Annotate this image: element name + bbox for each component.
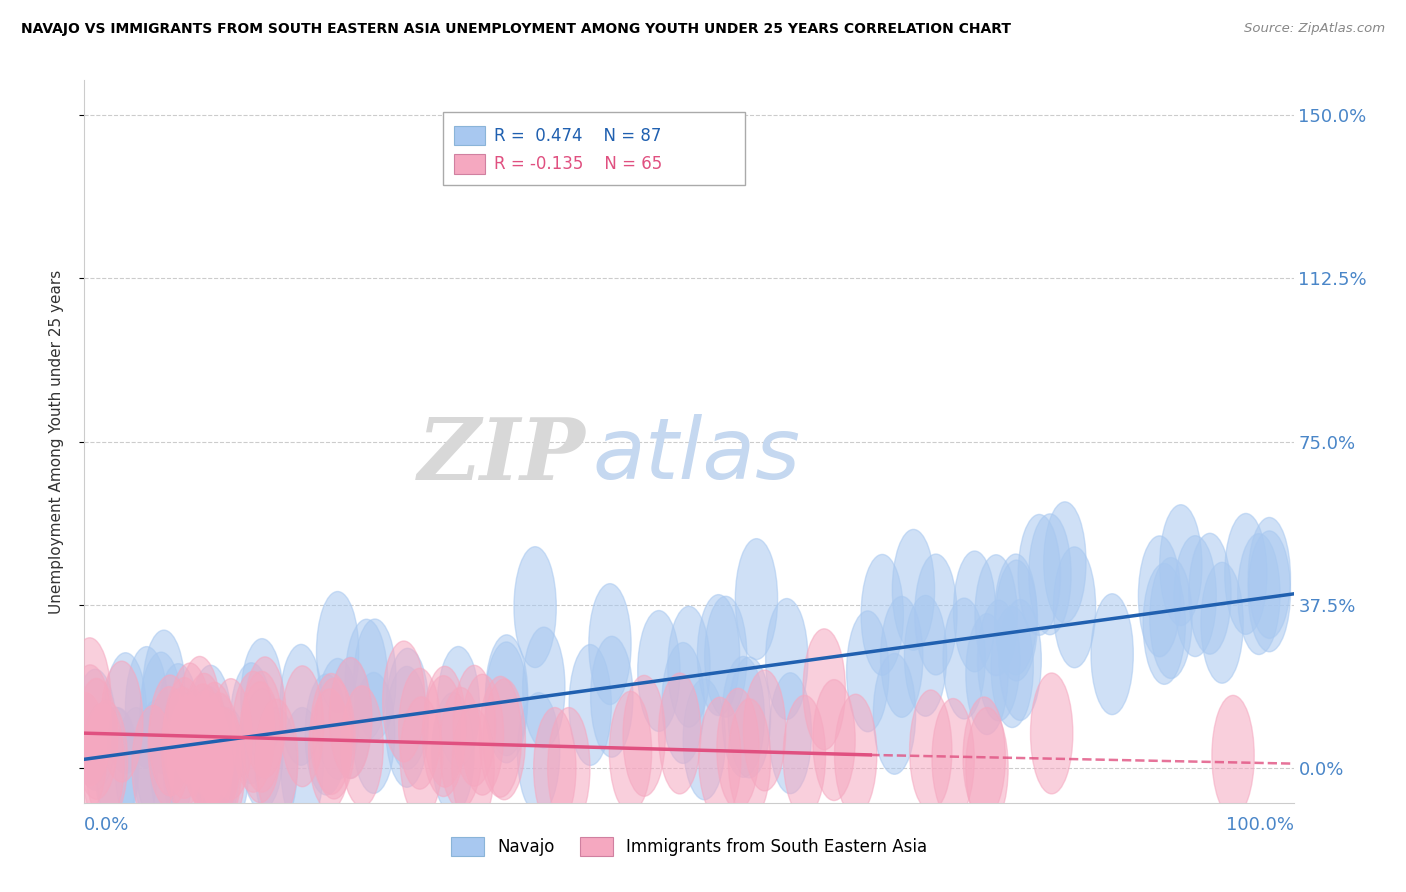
Text: NAVAJO VS IMMIGRANTS FROM SOUTH EASTERN ASIA UNEMPLOYMENT AMONG YOUTH UNDER 25 Y: NAVAJO VS IMMIGRANTS FROM SOUTH EASTERN …	[21, 22, 1011, 37]
Text: R = -0.135    N = 65: R = -0.135 N = 65	[494, 155, 662, 173]
Text: 0.0%: 0.0%	[84, 816, 129, 834]
Legend: Navajo, Immigrants from South Eastern Asia: Navajo, Immigrants from South Eastern As…	[444, 830, 934, 863]
Text: atlas: atlas	[592, 415, 800, 498]
Text: 100.0%: 100.0%	[1226, 816, 1294, 834]
Text: ZIP: ZIP	[419, 414, 586, 498]
Text: R =  0.474    N = 87: R = 0.474 N = 87	[494, 127, 661, 145]
Text: Source: ZipAtlas.com: Source: ZipAtlas.com	[1244, 22, 1385, 36]
Y-axis label: Unemployment Among Youth under 25 years: Unemployment Among Youth under 25 years	[49, 269, 63, 614]
